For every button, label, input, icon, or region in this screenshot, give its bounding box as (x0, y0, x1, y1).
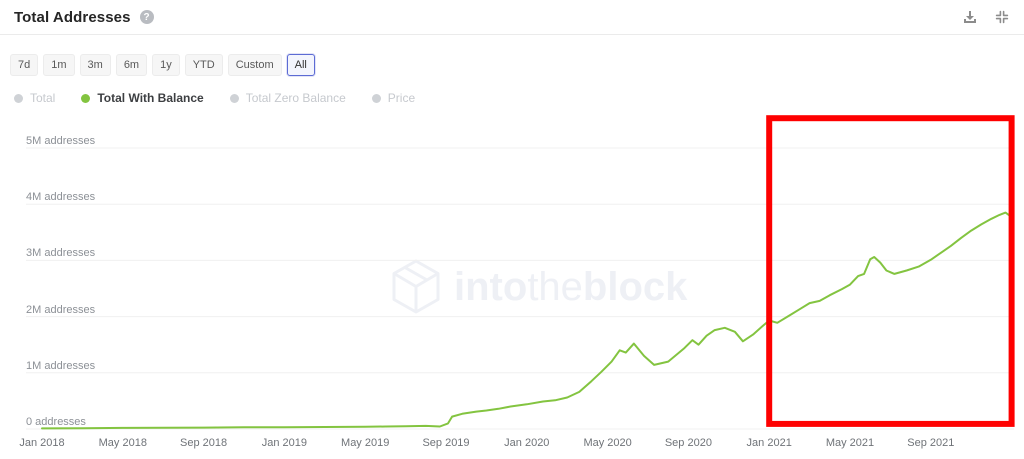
legend-item-total-with-balance[interactable]: Total With Balance (81, 91, 204, 105)
series-line-total-with-balance (41, 211, 1013, 430)
legend-dot (14, 93, 23, 103)
range-button-6m[interactable]: 6m (115, 54, 148, 76)
legend-label: Total (30, 91, 56, 105)
legend-dot (81, 93, 91, 103)
download-icon[interactable] (962, 9, 978, 25)
range-button-custom[interactable]: Custom (227, 54, 282, 76)
legend-label: Total Zero Balance (245, 91, 346, 105)
legend-label: Total With Balance (97, 91, 204, 105)
time-range-toolbar: 7d 1m 3m 6m 1y YTD Custom All (10, 54, 1024, 76)
intotheblock-logo-icon (392, 259, 440, 314)
y-axis-label: 2M addresses (26, 303, 96, 316)
x-axis-label: Jan 2021 (746, 437, 792, 449)
collapse-icon[interactable] (994, 9, 1010, 25)
intotheblock-watermark: intotheblock (390, 258, 687, 316)
legend-label: Price (387, 91, 416, 105)
widget-header: Total Addresses ? (0, 0, 1024, 35)
x-axis-label: Sep 2021 (907, 437, 955, 449)
y-axis-label: 0 addresses (26, 416, 86, 428)
x-axis-label: Jan 2018 (19, 437, 65, 449)
x-axis-label: May 2018 (98, 437, 147, 449)
range-button-7d[interactable]: 7d (10, 54, 39, 76)
y-axis-label: 5M addresses (26, 135, 96, 147)
legend-item-total[interactable]: Total (14, 91, 55, 105)
watermark-text: intotheblock (454, 265, 688, 309)
legend-dot (229, 93, 239, 103)
y-axis-label: 4M addresses (26, 191, 96, 204)
range-button-1y[interactable]: 1y (152, 54, 180, 76)
range-button-all[interactable]: All (286, 54, 315, 76)
range-button-1m[interactable]: 1m (43, 54, 75, 76)
x-axis-label: Jan 2019 (261, 437, 308, 449)
x-axis-label: Sep 2018 (180, 437, 228, 449)
y-axis-label: 3M addresses (26, 247, 96, 260)
range-button-ytd[interactable]: YTD (184, 54, 223, 76)
x-axis-label: May 2020 (583, 437, 632, 449)
help-icon[interactable]: ? (139, 10, 154, 24)
series-legend: Total Total With Balance Total Zero Balanc… (14, 91, 1024, 105)
highlight-rectangle-annotation (766, 115, 1015, 427)
x-axis-label: May 2019 (341, 437, 390, 449)
legend-dot (371, 93, 381, 103)
y-axis-label: 1M addresses (26, 359, 96, 372)
x-axis-label: Jan 2020 (504, 437, 550, 449)
x-axis-label: Sep 2020 (664, 437, 712, 449)
x-axis-label: May 2021 (825, 437, 875, 449)
page-title: Total Addresses (14, 8, 131, 26)
legend-item-total-zero-balance[interactable]: Total Zero Balance (229, 91, 346, 105)
range-button-3m[interactable]: 3m (79, 54, 111, 76)
x-axis-label: Sep 2019 (422, 437, 470, 449)
legend-item-price[interactable]: Price (371, 91, 416, 105)
